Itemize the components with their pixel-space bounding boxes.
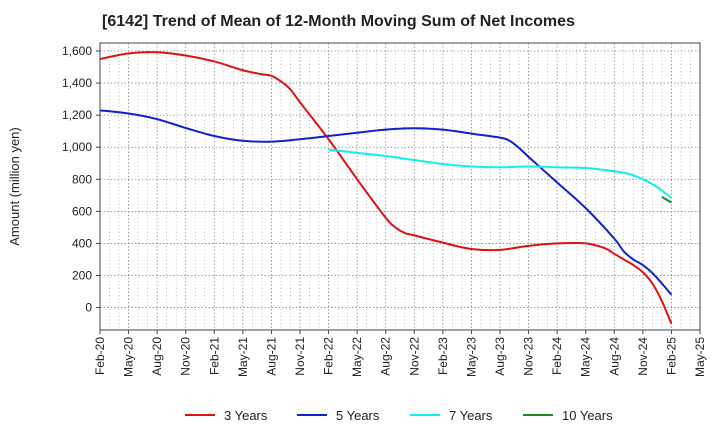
chart-title: [6142] Trend of Mean of 12-Month Moving … — [102, 13, 575, 30]
y-tick-label: 1,000 — [62, 140, 92, 154]
x-tick-label: May-24 — [579, 337, 593, 377]
series-lines — [99, 51, 673, 324]
y-tick-label: 400 — [72, 236, 92, 250]
x-tick-label: May-20 — [122, 337, 136, 377]
x-tick-label: May-25 — [693, 337, 707, 377]
x-tick-label: May-23 — [464, 337, 478, 377]
x-tick-label: Nov-20 — [179, 337, 193, 376]
x-tick-label: Aug-22 — [379, 337, 393, 376]
axes: 0 200 400 600 800 1,000 1,200 1,400 1,600 Feb-20 M… — [7, 42, 707, 377]
x-tick-label: May-22 — [350, 337, 364, 377]
y-tick-label: 200 — [72, 268, 92, 282]
y-tick-label: 600 — [72, 204, 92, 218]
x-tick-label: Feb-25 — [664, 337, 678, 375]
series-line-7-years — [328, 148, 673, 199]
y-tick-label: 800 — [72, 172, 92, 186]
legend-label: 3 Years — [224, 408, 268, 423]
x-tick-label: Aug-21 — [264, 337, 278, 376]
y-tick-label: 0 — [85, 301, 92, 315]
y-axis-label: Amount (million yen) — [7, 127, 22, 246]
x-tick-label: Nov-21 — [293, 337, 307, 376]
legend-item: 7 Years — [410, 408, 493, 423]
x-tick-label: Feb-20 — [93, 337, 107, 375]
x-tick-label: Aug-24 — [607, 337, 621, 376]
series-line-5-years — [99, 109, 673, 296]
grid — [99, 43, 701, 330]
x-tick-label: Aug-20 — [150, 337, 164, 376]
x-tick-label: Feb-24 — [550, 337, 564, 375]
plot-frame — [99, 42, 701, 331]
y-tick-label: 1,600 — [62, 44, 92, 58]
legend-label: 10 Years — [562, 408, 613, 423]
legend-item: 10 Years — [523, 408, 613, 423]
legend-label: 5 Years — [336, 408, 380, 423]
legend: 3 Years 5 Years 7 Years 10 Years — [185, 408, 613, 423]
x-tick-label: Nov-22 — [407, 337, 421, 376]
series-line-3-years — [99, 51, 673, 324]
x-tick-label: Aug-23 — [493, 337, 507, 376]
x-tick-label: May-21 — [236, 337, 250, 377]
x-tick-label: Nov-23 — [522, 337, 536, 376]
y-tick-label: 1,400 — [62, 76, 92, 90]
legend-label: 7 Years — [449, 408, 493, 423]
x-tick-label: Feb-23 — [436, 337, 450, 375]
x-tick-label: Feb-21 — [207, 337, 221, 375]
x-tick-label: Feb-22 — [322, 337, 336, 375]
y-tick-label: 1,200 — [62, 108, 92, 122]
series-line-10-years — [661, 196, 672, 204]
x-tick-label: Nov-24 — [636, 337, 650, 376]
legend-item: 3 Years — [185, 408, 268, 423]
legend-item: 5 Years — [297, 408, 380, 423]
